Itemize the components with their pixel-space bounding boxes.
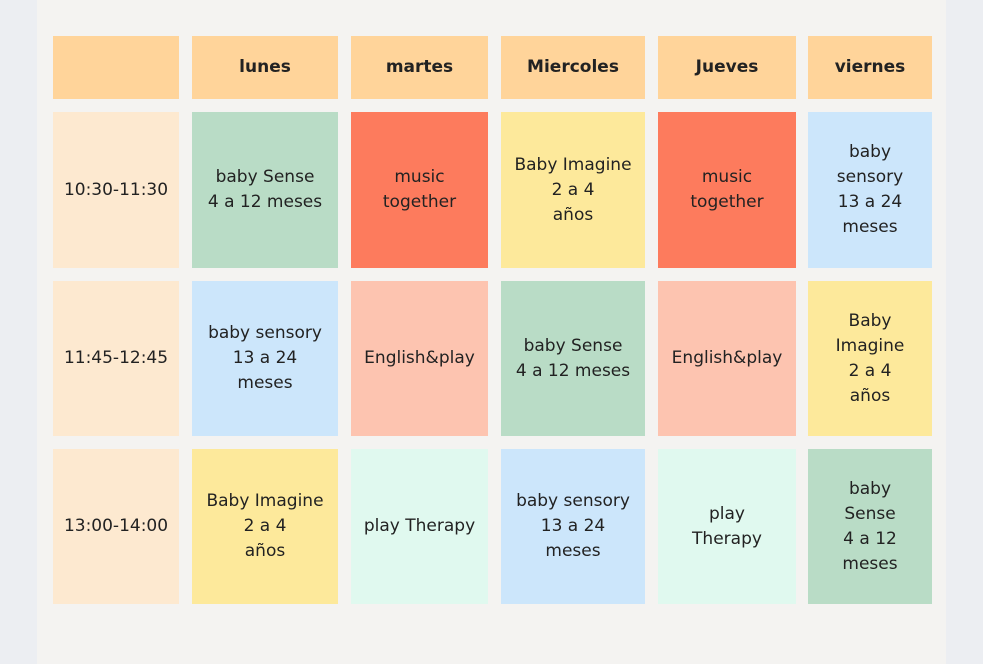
class-cell: Baby Imagine 2 a 4 años	[501, 112, 645, 268]
class-text: baby sensory	[208, 323, 322, 343]
day-label: lunes	[239, 57, 291, 77]
class-cell: baby Sense 4 a 12 meses	[501, 281, 645, 436]
class-text: baby Sense	[523, 335, 623, 356]
class-text: años	[244, 541, 286, 561]
class-text: play Therapy	[363, 516, 476, 536]
day-label: Miercoles	[527, 57, 619, 77]
class-cell: Baby Imagine 2 a 4 años	[808, 281, 932, 436]
class-text: Sense	[844, 503, 896, 524]
class-cell: English&play	[658, 281, 796, 436]
class-text: meses	[842, 217, 898, 237]
class-cell: play Therapy	[351, 449, 488, 604]
class-text: Baby Imagine	[206, 491, 324, 511]
day-label: Jueves	[695, 57, 759, 77]
class-text: meses	[842, 553, 898, 574]
class-text: baby	[848, 142, 892, 162]
day-header: martes	[351, 36, 488, 99]
class-text: Therapy	[692, 528, 762, 549]
class-text: 4 a 12 meses	[515, 360, 631, 381]
header-corner	[53, 36, 179, 99]
class-text: baby Sense	[215, 167, 315, 187]
time-label: 13:00-14:00	[63, 516, 169, 536]
time-cell: 10:30-11:30	[53, 112, 179, 268]
class-text: baby sensory	[516, 491, 630, 511]
time-cell: 13:00-14:00	[53, 449, 179, 604]
class-text: 13 a 24	[837, 192, 903, 212]
time-label: 10:30-11:30	[63, 179, 169, 200]
time-cell: 11:45-12:45	[53, 281, 179, 436]
class-text: 13 a 24	[232, 348, 298, 368]
class-text: años	[552, 204, 594, 225]
class-text: sensory	[836, 167, 904, 187]
class-text: Imagine	[835, 335, 905, 356]
day-header: Miercoles	[501, 36, 645, 99]
class-cell: English&play	[351, 281, 488, 436]
class-cell: play Therapy	[658, 449, 796, 604]
class-cell: baby sensory 13 a 24 meses	[808, 112, 932, 268]
class-text: 2 a 4	[551, 179, 595, 200]
class-cell: baby sensory 13 a 24 meses	[192, 281, 338, 436]
class-text: meses	[237, 373, 293, 393]
class-text: 2 a 4	[848, 360, 892, 381]
day-header: lunes	[192, 36, 338, 99]
class-text: English&play	[364, 348, 475, 368]
class-cell: music together	[658, 112, 796, 268]
class-text: English&play	[671, 348, 783, 368]
class-text: 2 a 4	[243, 516, 287, 536]
class-text: together	[690, 192, 764, 212]
class-text: music	[394, 167, 445, 187]
time-label: 11:45-12:45	[63, 348, 169, 368]
class-cell: music together	[351, 112, 488, 268]
class-text: music	[701, 167, 753, 187]
class-text: play	[709, 503, 745, 524]
class-text: meses	[545, 541, 601, 561]
class-text: 13 a 24	[540, 516, 606, 536]
class-text: 4 a 12	[843, 528, 897, 549]
class-cell: baby Sense 4 a 12 meses	[192, 112, 338, 268]
day-header: viernes	[808, 36, 932, 99]
day-label: martes	[385, 57, 454, 77]
day-header: Jueves	[658, 36, 796, 99]
class-cell: baby Sense 4 a 12 meses	[808, 449, 932, 604]
class-text: 4 a 12 meses	[207, 192, 323, 212]
class-text: together	[382, 192, 457, 212]
class-text: baby	[848, 478, 892, 499]
class-text: años	[849, 385, 891, 406]
class-text: Baby Imagine	[514, 154, 632, 175]
class-cell: baby sensory 13 a 24 meses	[501, 449, 645, 604]
day-label: viernes	[834, 57, 906, 77]
class-text: Baby	[848, 310, 892, 331]
class-cell: Baby Imagine 2 a 4 años	[192, 449, 338, 604]
